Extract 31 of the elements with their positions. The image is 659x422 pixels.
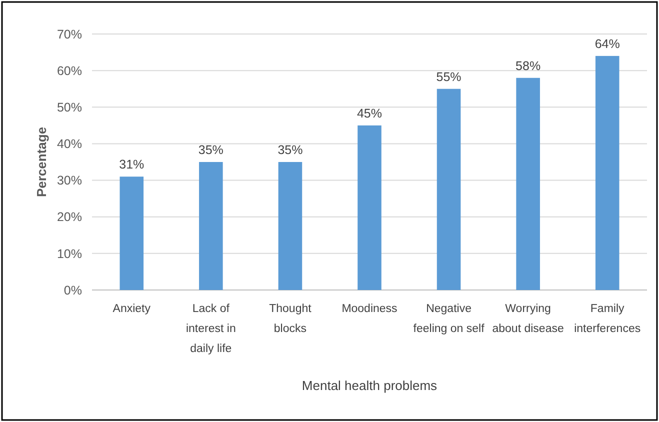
data-label: 58% [516,58,541,73]
x-tick-label: Anxiety [112,303,151,315]
data-label: 55% [436,70,462,84]
x-tick-label: Family interferences [574,303,641,335]
data-label: 35% [198,143,224,157]
y-axis-title: Percentage [34,126,49,198]
bar [358,125,382,290]
y-tick-label: 20% [56,210,82,224]
bar [595,56,620,290]
y-tick-label: 10% [56,246,82,261]
x-axis-title: Mental health problems [302,378,438,393]
y-tick-label: 30% [56,174,82,188]
x-tick-label: Moodiness [342,303,398,315]
x-tick-label: Worrying about disease [492,303,564,335]
bar [436,88,461,290]
x-tick-label: Thought blocks [269,303,312,335]
y-tick-label: 40% [56,137,82,152]
bar [278,162,302,290]
data-label: 64% [594,36,620,51]
y-tick-label: 50% [56,100,82,115]
bar [120,176,144,290]
data-label: 35% [278,143,303,157]
data-label: 31% [119,158,144,172]
data-label: 45% [356,106,382,120]
y-tick-label: 0% [64,283,82,298]
y-tick-label: 70% [56,27,82,42]
x-tick-label: Negative feeling on self [413,303,486,335]
x-tick-label: Lack of interest in daily life [186,303,236,355]
bar [516,78,540,290]
bar [199,162,223,290]
y-tick-label: 60% [56,64,82,78]
